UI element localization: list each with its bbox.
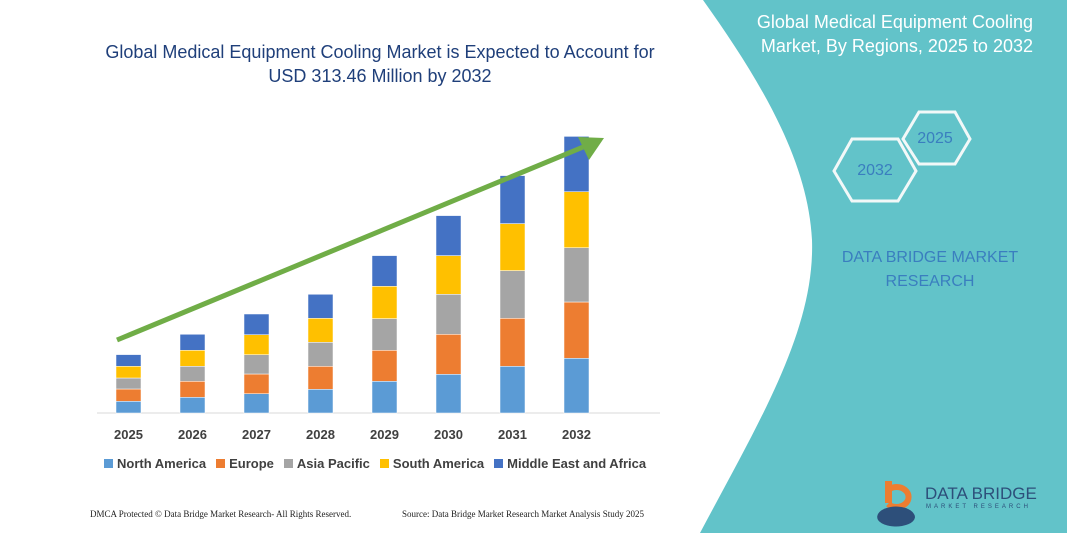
x-tick-label: 2027 — [242, 427, 271, 442]
legend-swatch — [216, 459, 226, 468]
bar-segment-2029-1 — [371, 350, 398, 382]
bar-segment-2032-1 — [563, 301, 590, 359]
bar-segment-2028-0 — [307, 389, 334, 414]
bar-segment-2027-0 — [243, 393, 270, 414]
brand-text: DATA BRIDGE MARKET RESEARCH — [830, 246, 1030, 294]
bar-segment-2031-1 — [499, 318, 526, 367]
bar-segment-2026-3 — [179, 350, 206, 367]
bar-segment-2027-3 — [243, 334, 270, 355]
bar-segment-2032-2 — [563, 247, 590, 303]
legend-swatch — [494, 459, 504, 468]
legend-swatch — [283, 459, 293, 468]
bar-segment-2025-3 — [115, 366, 142, 379]
legend-swatch — [379, 459, 389, 468]
hexagon-2025 — [901, 110, 972, 166]
bar-segment-2027-1 — [243, 373, 270, 394]
bar-segment-2029-3 — [371, 286, 398, 319]
bar-segment-2027-2 — [243, 354, 270, 375]
x-tick-label: 2030 — [434, 427, 463, 442]
x-tick-label: 2031 — [498, 427, 527, 442]
bar-segment-2025-0 — [115, 401, 142, 414]
bar-segment-2026-4 — [179, 334, 206, 351]
trend-arrow-line — [116, 142, 589, 343]
hexagon-2032 — [832, 137, 918, 203]
x-tick-label: 2026 — [178, 427, 207, 442]
bar-segment-2032-3 — [563, 191, 590, 248]
footer-copyright: DMCA Protected © Data Bridge Market Rese… — [90, 509, 352, 519]
brand-line1: DATA BRIDGE MARKET — [841, 249, 1019, 266]
bar-segment-2032-0 — [563, 358, 590, 414]
bar-segment-2031-4 — [499, 175, 526, 224]
side-title-line2: Market, By Regions, 2025 to 2032 — [760, 36, 1033, 56]
hex-label-2032: 2032 — [857, 162, 893, 179]
legend-label: Asia Pacific — [296, 456, 370, 471]
bar-segment-2028-2 — [307, 342, 334, 367]
legend-item: Middle East and Africa — [494, 456, 646, 471]
bar-segment-2031-0 — [499, 366, 526, 414]
legend-item: South America — [379, 456, 485, 471]
bar-segment-2026-1 — [179, 381, 206, 398]
bar-segment-2031-2 — [499, 270, 526, 319]
bar-segment-2026-2 — [179, 366, 206, 382]
legend-item: North America — [104, 456, 206, 471]
bar-segment-2027-4 — [243, 313, 270, 335]
legend-label: South America — [392, 456, 485, 471]
legend: North America Europe Asia Pacific South Ame… — [104, 456, 646, 471]
bar-segment-2028-1 — [307, 366, 334, 390]
trend-arrow-head — [578, 137, 604, 160]
bar-segment-2025-2 — [115, 377, 142, 390]
bar-segment-2030-4 — [435, 215, 462, 256]
x-tick-label: 2028 — [306, 427, 335, 442]
bar-segment-2028-4 — [307, 294, 334, 319]
x-tick-label: 2029 — [370, 427, 399, 442]
bar-segment-2028-3 — [307, 318, 334, 343]
bar-segment-2025-1 — [115, 388, 142, 402]
legend-item: Europe — [216, 456, 274, 471]
bar-segment-2031-3 — [499, 223, 526, 271]
bar-segment-2030-0 — [435, 374, 462, 414]
logo-sub: MARKET RESEARCH — [926, 504, 1031, 510]
legend-label: Europe — [229, 456, 274, 471]
bar-segment-2030-1 — [435, 334, 462, 375]
chart-title: Global Medical Equipment Cooling Market … — [105, 42, 655, 86]
bar-segment-2029-2 — [371, 318, 398, 351]
side-title: Global Medical Equipment Cooling Market, … — [703, 10, 1033, 58]
legend-label: North America — [117, 456, 207, 471]
legend-swatch — [104, 459, 113, 468]
teal-panel — [700, 0, 1067, 533]
bar-segment-2026-0 — [179, 397, 206, 414]
logo-icon — [877, 481, 915, 527]
hex-label-2025: 2025 — [917, 130, 953, 147]
legend-label: Middle East and Africa — [507, 456, 647, 471]
bar-segment-2029-4 — [371, 255, 398, 287]
bar-segment-2029-0 — [371, 381, 398, 414]
x-tick-label: 2025 — [114, 427, 143, 442]
side-title-line1: Global Medical Equipment Cooling — [756, 12, 1033, 32]
bar-segment-2025-4 — [115, 354, 142, 367]
footer-source: Source: Data Bridge Market Research Mark… — [402, 509, 644, 519]
legend-item: Asia Pacific — [283, 456, 370, 471]
brand-line2: RESEARCH — [885, 273, 975, 290]
x-tick-label: 2032 — [562, 427, 591, 442]
logo-name: DATA BRIDGE — [925, 484, 1037, 503]
bar-segment-2030-3 — [435, 255, 462, 295]
bar-segment-2030-2 — [435, 294, 462, 335]
stacked-bar-chart: 2025 2026 2027 2028 2029 2030 2031 2032 — [97, 136, 660, 442]
